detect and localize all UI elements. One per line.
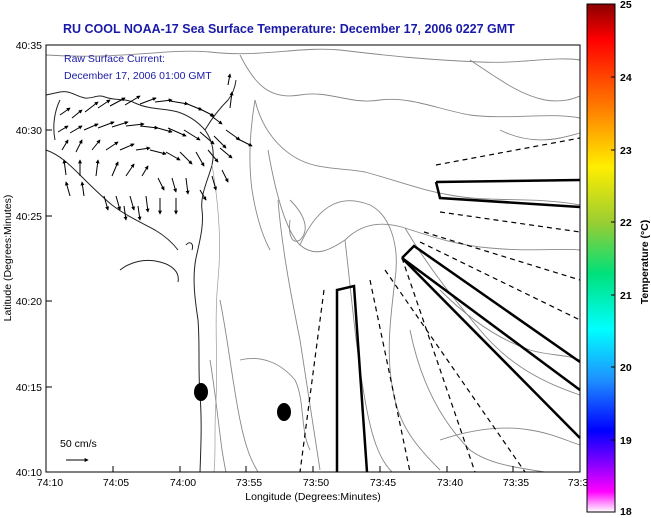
colorbar-tick-label: 24 xyxy=(620,72,632,84)
y-tick-label: 40:10 xyxy=(16,467,42,479)
colorbar-tick-label: 22 xyxy=(620,217,632,229)
colorbar-gradient xyxy=(586,3,616,513)
coastline xyxy=(45,79,237,473)
map-panel: 50 cm/s Raw Surface Current: December 17… xyxy=(45,44,581,473)
colorbar-tick-label: 20 xyxy=(620,362,632,374)
y-tick-label: 40:30 xyxy=(16,125,42,137)
y-tick-label: 40:20 xyxy=(16,296,42,308)
x-tick-label: 73:50 xyxy=(303,477,329,489)
x-tick-label: 73:3 xyxy=(568,477,589,489)
colorbar-tick-label: 18 xyxy=(620,506,632,518)
x-tick-label: 73:55 xyxy=(236,477,262,489)
station-marker-east xyxy=(277,403,291,421)
colorbar-tick-label: 25 xyxy=(620,0,632,11)
bathymetry-contours xyxy=(45,48,581,473)
current-note-line2: December 17, 2006 01:00 GMT xyxy=(64,70,212,82)
y-tick-label: 40:15 xyxy=(16,382,42,394)
figure-title: RU COOL NOAA-17 Sea Surface Temperature:… xyxy=(63,22,515,36)
colorbar-tick-label: 23 xyxy=(620,145,632,157)
x-tick-label: 73:45 xyxy=(370,477,396,489)
x-tick-label: 73:40 xyxy=(437,477,463,489)
station-marker-west xyxy=(194,383,208,401)
x-tick-label: 74:10 xyxy=(37,477,63,489)
temperature-colorbar: 25 24 23 22 21 20 19 18 Temperature (°C) xyxy=(586,0,651,518)
x-tick-label: 74:05 xyxy=(103,477,129,489)
coastal-contour-fill xyxy=(211,164,220,473)
x-tick-label: 74:00 xyxy=(170,477,196,489)
y-axis: 40:35 40:30 40:25 40:20 40:15 40:10 Lati… xyxy=(2,40,52,479)
surface-current-vectors xyxy=(57,73,253,221)
x-tick-label: 73:35 xyxy=(503,477,529,489)
dashed-lines xyxy=(299,137,581,473)
colorbar-label: Temperature (°C) xyxy=(639,220,651,305)
y-tick-label: 40:35 xyxy=(16,40,42,52)
scale-label: 50 cm/s xyxy=(60,438,97,450)
channel-outlines xyxy=(335,178,581,473)
x-axis-label: Longitude (Degrees:Minutes) xyxy=(245,491,380,503)
colorbar-tick-label: 21 xyxy=(620,290,632,302)
y-tick-label: 40:25 xyxy=(16,211,42,223)
y-axis-label: Latitude (Degrees:Minutes) xyxy=(2,195,14,322)
x-axis: 74:10 74:05 74:00 73:55 73:50 73:45 73:4… xyxy=(37,466,589,503)
colorbar-tick-label: 19 xyxy=(620,435,632,447)
current-note-line1: Raw Surface Current: xyxy=(64,53,165,65)
